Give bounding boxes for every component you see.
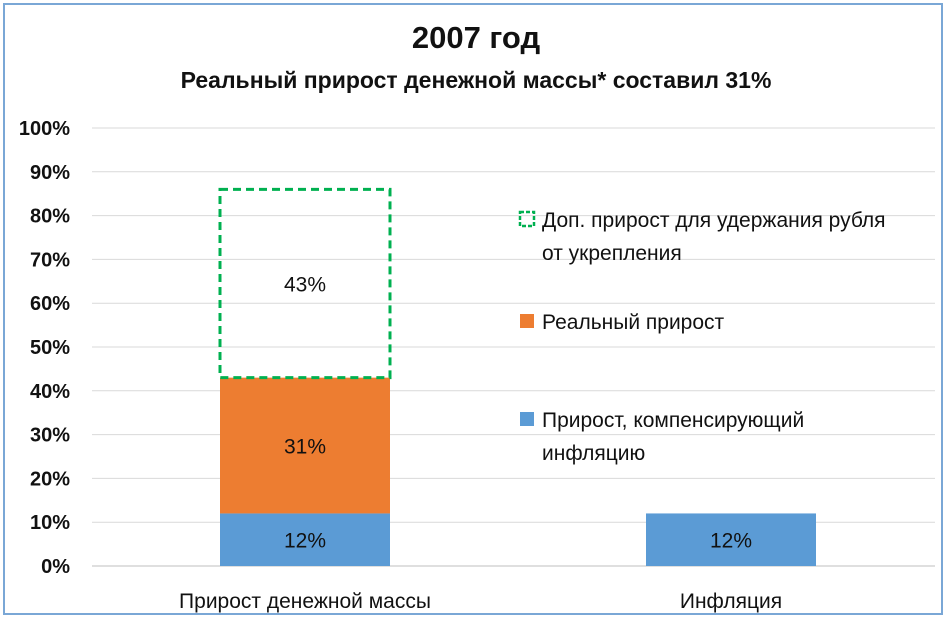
legend-label: Доп. прирост для удержания рубля — [542, 209, 886, 232]
legend-swatch — [518, 210, 536, 228]
y-tick-label: 30% — [30, 425, 70, 447]
y-tick-label: 20% — [30, 468, 70, 490]
data-label: 12% — [284, 530, 326, 553]
x-category-label: Прирост денежной массы — [179, 590, 431, 613]
y-tick-label: 80% — [30, 206, 70, 228]
legend-swatch — [520, 412, 534, 426]
data-label: 31% — [284, 436, 326, 459]
bar-segment — [220, 377, 390, 514]
chart-subtitle: Реальный прирост денежной массы* состави… — [180, 67, 772, 93]
y-tick-label: 90% — [30, 162, 70, 184]
chart-title: 2007 год — [411, 20, 541, 55]
data-label: 12% — [710, 530, 752, 553]
y-tick-label: 50% — [30, 337, 70, 359]
x-category-label: Инфляция — [680, 590, 782, 613]
y-tick-label: 0% — [41, 556, 70, 578]
chart-frame — [3, 3, 943, 615]
legend-swatch — [520, 314, 534, 328]
bar-segment — [218, 187, 392, 380]
legend-label: инфляцию — [542, 442, 645, 465]
legend-label: Прирост, компенсирующий — [542, 409, 804, 432]
y-tick-label: 100% — [19, 118, 70, 140]
y-tick-label: 40% — [30, 381, 70, 403]
legend-label: от укрепления — [542, 242, 682, 265]
bar-segment — [646, 513, 816, 566]
legend-label: Реальный прирост — [542, 311, 725, 334]
bar-segment — [220, 513, 390, 566]
y-tick-label: 10% — [30, 512, 70, 534]
y-tick-label: 60% — [30, 293, 70, 315]
data-label: 43% — [284, 273, 326, 296]
y-tick-label: 70% — [30, 249, 70, 271]
